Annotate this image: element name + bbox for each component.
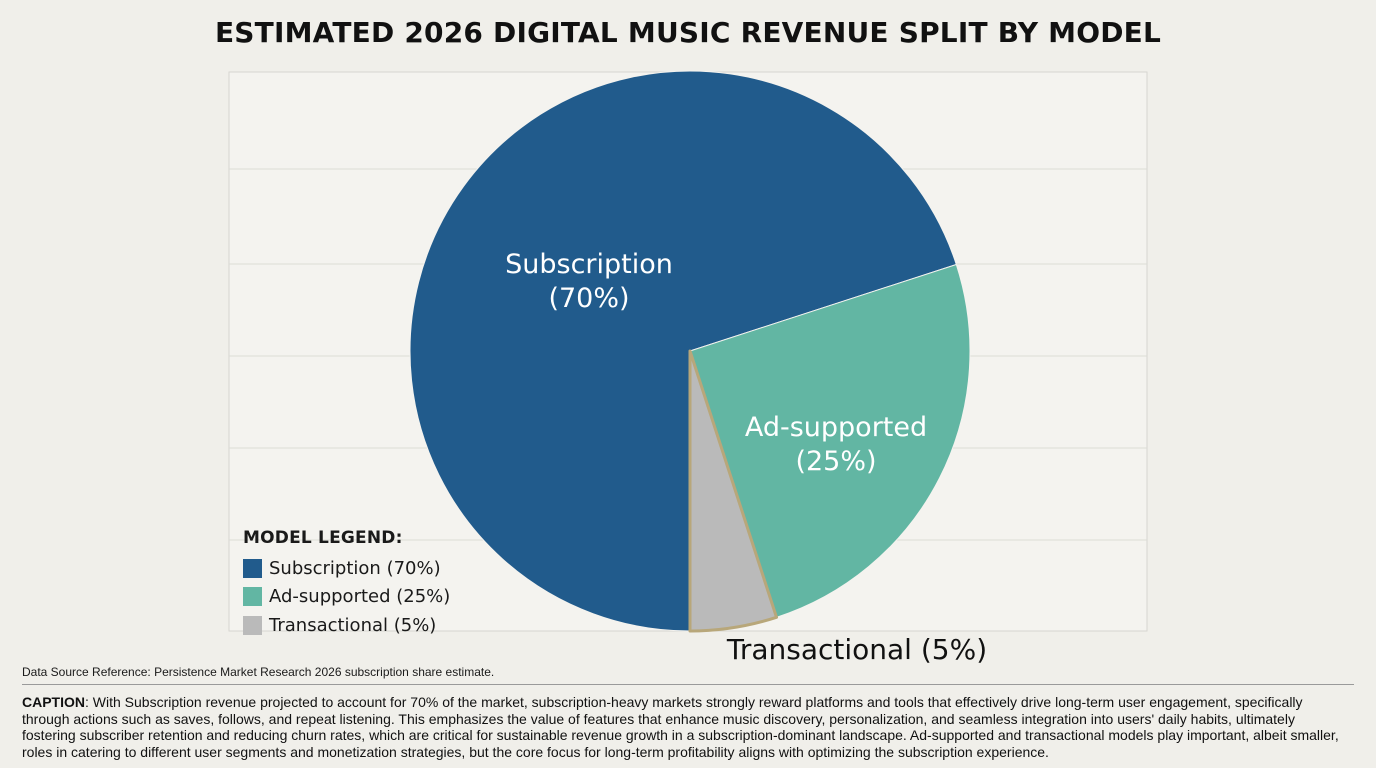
pie-slices [409, 70, 971, 633]
chart-title: ESTIMATED 2026 DIGITAL MUSIC REVENUE SPL… [214, 16, 1162, 49]
legend-swatch-transactional [243, 615, 262, 635]
slice-label-ad-supported-name: Ad-supported [745, 412, 927, 443]
pie-slice-ad-supported [689, 263, 971, 618]
caption: CAPTION: With Subscription revenue proje… [22, 694, 1352, 760]
legend-item-subscription: Subscription (70%) [243, 554, 450, 583]
legend-swatch-subscription [243, 558, 262, 578]
slice-label-ad-supported: Ad-supported (25%) [745, 412, 927, 477]
legend-label-transactional: Transactional (5%) [269, 614, 437, 636]
caption-label: CAPTION [22, 694, 85, 710]
slice-label-subscription: Subscription (70%) [505, 249, 673, 314]
legend-item-transactional: Transactional (5%) [243, 611, 450, 640]
legend-title: MODEL LEGEND: [243, 528, 403, 548]
caption-text: : With Subscription revenue projected to… [22, 694, 1339, 760]
slice-label-transactional: Transactional (5%) [726, 633, 987, 666]
legend-item-ad-supported: Ad-supported (25%) [243, 583, 450, 612]
slice-label-ad-supported-percent: (25%) [795, 446, 876, 477]
slice-labels: Subscription (70%) Ad-supported (25%) Transa… [505, 249, 987, 667]
slice-label-subscription-percent: (70%) [548, 283, 629, 314]
slice-label-transactional-name: Transactional (5%) [726, 633, 987, 666]
legend-swatch-ad-supported [243, 587, 262, 607]
data-source-reference: Data Source Reference: Persistence Marke… [22, 665, 495, 679]
legend-label-ad-supported: Ad-supported (25%) [269, 586, 451, 608]
legend: MODEL LEGEND: Subscription (70%) Ad-supp… [243, 528, 450, 640]
footer-divider [22, 684, 1354, 685]
pie-slice-transactional [688, 349, 779, 633]
slice-label-subscription-name: Subscription [505, 249, 673, 280]
legend-label-subscription: Subscription (70%) [269, 557, 441, 579]
pie-slice-subscription [409, 70, 957, 632]
